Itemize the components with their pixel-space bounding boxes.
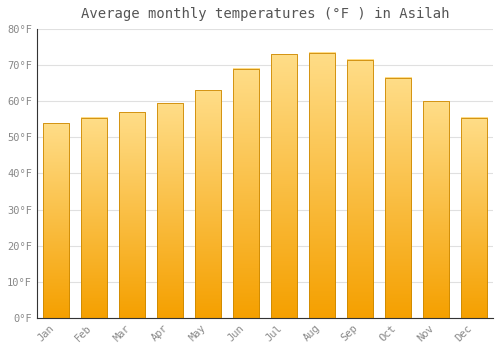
Bar — [156, 103, 183, 318]
Bar — [118, 112, 145, 318]
Bar — [384, 78, 411, 318]
Bar — [270, 54, 297, 318]
Bar — [460, 118, 487, 318]
Bar — [232, 69, 259, 318]
Bar — [346, 60, 374, 318]
Bar — [42, 123, 69, 318]
Bar — [308, 52, 336, 318]
Bar — [194, 90, 221, 318]
Bar — [80, 118, 107, 318]
Title: Average monthly temperatures (°F ) in Asilah: Average monthly temperatures (°F ) in As… — [80, 7, 449, 21]
Bar — [422, 101, 450, 318]
